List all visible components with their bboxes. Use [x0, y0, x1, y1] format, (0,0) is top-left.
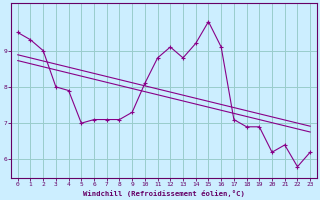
- X-axis label: Windchill (Refroidissement éolien,°C): Windchill (Refroidissement éolien,°C): [83, 190, 245, 197]
